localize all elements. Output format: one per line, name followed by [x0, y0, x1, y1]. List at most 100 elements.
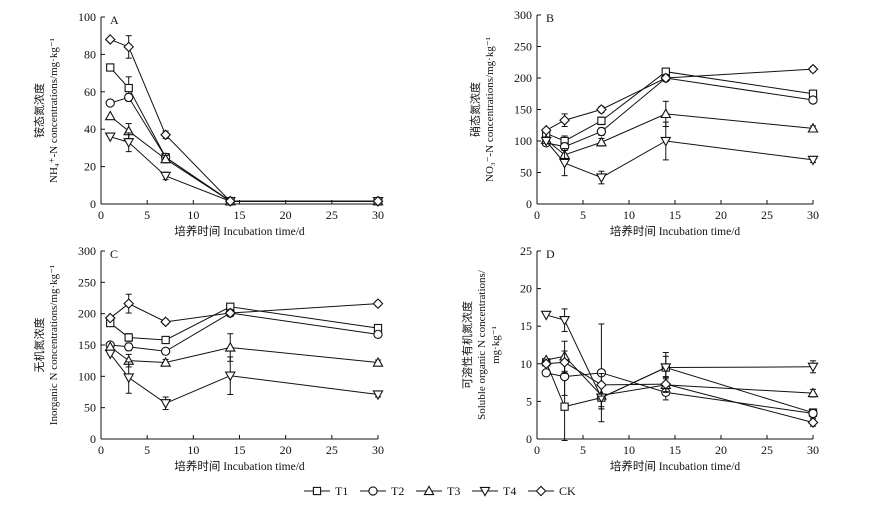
data-point-ck: [540, 358, 552, 370]
chart-panel-d: 0 5 10 15 20 25 0 5 10 15 20 25 30 D 培养时间 Incubation t…: [460, 244, 819, 473]
series-t4: [540, 121, 819, 185]
data-point-ck: [123, 298, 135, 310]
data-point-t2: [160, 346, 171, 356]
y-tick-label: 300: [78, 244, 96, 258]
data-point-t2: [124, 342, 134, 352]
series-t2: [541, 323, 818, 423]
x-tick-label: 30: [372, 208, 384, 222]
series-t2: [541, 73, 818, 152]
x-tick-label: 20: [715, 208, 727, 222]
data-point-ck: [596, 379, 607, 391]
x-tick-label: 20: [715, 443, 727, 457]
x-tick-label: 10: [187, 443, 199, 457]
data-point-ck: [160, 129, 172, 141]
x-tick-label: 0: [98, 443, 104, 457]
data-point-t4: [540, 310, 552, 321]
series-line-ck: [110, 38, 378, 202]
data-point-t4: [160, 399, 172, 410]
legend-marker-ck: [535, 485, 547, 497]
data-point-t3: [660, 108, 672, 119]
data-point-ck: [160, 316, 172, 328]
data-point-t2: [808, 408, 818, 419]
data-point-ck: [104, 312, 116, 324]
series-line-t3: [545, 113, 814, 156]
legend-label-ck: CK: [559, 484, 576, 498]
x-axis-label: 培养时间 Incubation time/d: [610, 224, 741, 238]
chart-panel-a: 0 20 40 60 80 100 0 5 10 15 20 25 30 A 培养时间 Incubation…: [32, 10, 384, 238]
data-point-t4: [807, 155, 819, 166]
data-point-t4: [372, 390, 384, 401]
data-point-ck: [123, 41, 135, 53]
series-line-t2: [110, 96, 378, 202]
series-t2: [105, 92, 383, 206]
data-point-ck: [660, 72, 672, 84]
x-tick-label: 20: [280, 208, 292, 222]
x-tick-label: 10: [623, 443, 635, 457]
series-t1: [542, 355, 818, 442]
y-tick-label: 100: [78, 369, 96, 383]
data-point-ck: [807, 63, 819, 75]
data-point-ck: [660, 378, 672, 390]
data-point-t4: [660, 136, 672, 147]
series-t2: [105, 308, 383, 356]
x-tick-label: 0: [534, 443, 540, 457]
data-point-t3: [807, 387, 819, 398]
x-tick-label: 30: [807, 443, 819, 457]
data-point-t4: [807, 362, 819, 373]
y-tick-label: 300: [514, 8, 532, 22]
y-tick-label: 5: [526, 394, 532, 408]
series-line-t4: [545, 140, 814, 179]
data-point-t4: [595, 173, 607, 184]
x-tick-label: 15: [669, 208, 681, 222]
x-tick-label: 25: [761, 208, 773, 222]
y-axis-label-line2: Soluble organic N concentrations/: [476, 269, 488, 420]
data-point-ck: [559, 114, 570, 126]
x-tick-label: 5: [580, 443, 586, 457]
y-tick-label: 250: [514, 40, 532, 54]
legend-marker-t4: [479, 486, 491, 497]
data-point-ck: [224, 307, 236, 319]
data-point-ck: [372, 195, 384, 207]
legend-marker-t1: [312, 486, 322, 496]
data-point-ck: [540, 124, 552, 136]
x-tick-label: 30: [372, 443, 384, 457]
series-line-t2: [110, 312, 379, 352]
y-tick-label: 15: [520, 319, 532, 333]
x-axis-label: 培养时间 Incubation time/d: [174, 224, 305, 238]
data-point-t3: [160, 356, 172, 367]
series-ck: [104, 293, 384, 328]
x-tick-label: 25: [326, 208, 338, 222]
y-tick-label: 60: [84, 85, 96, 99]
data-point-ck: [224, 195, 236, 207]
y-axis-label-line1: 硝态氮浓度: [468, 82, 482, 137]
data-point-t1: [161, 335, 170, 345]
y-axis-label-line2: NO₃⁻-N concentrations/mg·kg⁻¹: [484, 37, 496, 182]
data-point-t1: [106, 63, 115, 72]
data-point-t4: [559, 158, 571, 169]
data-point-t1: [560, 402, 569, 411]
data-point-t2: [105, 98, 115, 108]
data-point-t3: [160, 153, 172, 164]
x-tick-label: 30: [807, 208, 819, 222]
series-ck: [540, 63, 819, 136]
x-tick-label: 5: [144, 443, 150, 457]
y-tick-label: 50: [84, 401, 96, 415]
y-tick-label: 80: [84, 47, 96, 61]
legend-label-t1: T1: [335, 484, 348, 498]
data-point-t4: [104, 132, 116, 143]
y-tick-label: 10: [520, 357, 532, 371]
y-tick-label: 25: [520, 244, 532, 258]
series-t3: [104, 110, 384, 206]
data-point-t4: [104, 349, 116, 360]
y-tick-label: 200: [78, 307, 96, 321]
legend-marker-t2: [368, 486, 378, 496]
legend-label-t3: T3: [447, 484, 460, 498]
legend-label-t2: T2: [391, 484, 404, 498]
chart-panel-b: 0 50 100 150 200 250 300 0 5 10 15 20 25 30 B 培养时间 Incu…: [468, 8, 819, 238]
data-point-t4: [123, 373, 135, 384]
x-tick-label: 5: [144, 208, 150, 222]
series-ck: [540, 350, 819, 428]
data-point-t3: [372, 356, 384, 367]
series-line-t2: [546, 77, 814, 148]
series-line-ck: [545, 68, 814, 131]
